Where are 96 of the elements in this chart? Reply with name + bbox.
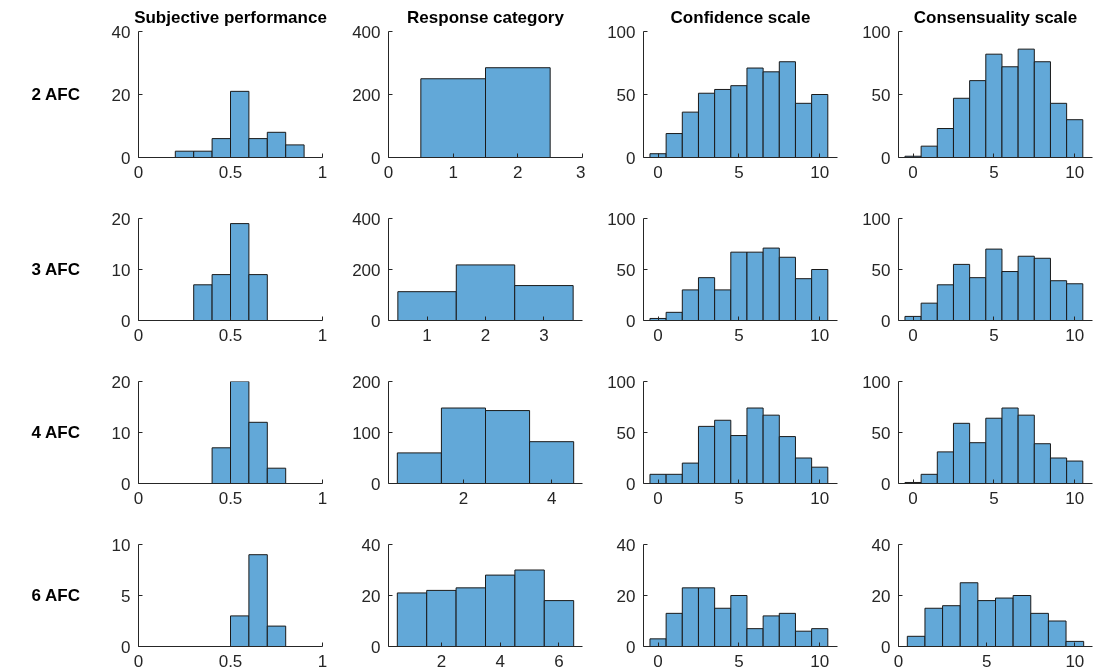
x-tick-label: 3 [576, 162, 586, 182]
x-tick-label: 0 [653, 488, 663, 508]
y-tick-label: 40 [111, 22, 131, 42]
chart-title: Consensuality scale [913, 7, 1078, 27]
x-tick-label: 5 [989, 162, 999, 182]
y-tick-label: 50 [616, 423, 636, 443]
x-tick-label: 0 [133, 651, 144, 669]
x-tick-label: 0.5 [218, 651, 243, 669]
y-tick-label: 20 [871, 586, 891, 606]
y-axis-title: 3 AFC [31, 260, 80, 279]
x-tick-label: 10 [810, 651, 830, 669]
y-tick-label: 20 [111, 372, 131, 392]
y-tick-label: 0 [881, 311, 891, 331]
x-tick-label: 5 [989, 488, 999, 508]
y-tick-label: 100 [862, 22, 891, 42]
x-tick-label: 0 [653, 325, 663, 345]
x-tick-label: 10 [810, 325, 830, 345]
y-axis-title: 2 AFC [31, 85, 80, 104]
y-tick-label: 0 [881, 474, 891, 494]
x-tick-label: 1 [317, 162, 328, 182]
x-tick-label: 1 [448, 162, 458, 182]
y-tick-label: 400 [352, 22, 381, 42]
y-tick-label: 10 [111, 260, 131, 280]
y-tick-label: 200 [352, 260, 381, 280]
y-tick-label: 400 [352, 209, 381, 229]
y-axis-title: 4 AFC [31, 423, 80, 442]
y-tick-label: 40 [361, 535, 381, 555]
y-tick-label: 0 [626, 311, 636, 331]
y-tick-label: 20 [111, 209, 131, 229]
y-tick-label: 100 [607, 209, 636, 229]
chart-title: Subjective performance [134, 7, 327, 27]
x-tick-label: 6 [554, 651, 564, 669]
x-tick-label: 2 [513, 162, 523, 182]
x-tick-label: 0 [893, 651, 904, 669]
x-tick-label: 1 [317, 651, 328, 669]
y-tick-label: 0 [121, 474, 131, 494]
x-tick-label: 0 [908, 162, 918, 182]
chart-title: Response category [407, 7, 565, 27]
y-tick-label: 50 [871, 85, 891, 105]
x-tick-label: 10 [1065, 325, 1085, 345]
x-tick-label: 2 [480, 325, 491, 345]
x-tick-label: 10 [1065, 162, 1085, 182]
y-tick-label: 40 [871, 535, 891, 555]
y-tick-label: 50 [616, 260, 636, 280]
x-tick-label: 0 [908, 488, 918, 508]
y-tick-label: 10 [111, 535, 131, 555]
x-tick-label: 5 [734, 325, 744, 345]
x-tick-label: 0.5 [218, 162, 243, 182]
y-tick-label: 0 [371, 311, 381, 331]
chart-title: Confidence scale [670, 7, 811, 27]
x-tick-label: 0.5 [218, 488, 243, 508]
y-tick-label: 100 [862, 372, 891, 392]
x-tick-label: 10 [1065, 488, 1085, 508]
x-tick-label: 5 [981, 651, 992, 669]
x-tick-label: 5 [734, 488, 744, 508]
y-tick-label: 20 [361, 586, 381, 606]
y-tick-label: 0 [121, 311, 131, 331]
x-tick-label: 10 [810, 162, 830, 182]
y-tick-label: 0 [626, 474, 636, 494]
y-tick-label: 50 [871, 260, 891, 280]
x-tick-label: 1 [317, 488, 328, 508]
y-tick-label: 0 [626, 148, 636, 168]
y-tick-label: 20 [111, 85, 131, 105]
y-tick-label: 100 [607, 372, 636, 392]
x-tick-label: 0.5 [218, 325, 243, 345]
x-tick-label: 4 [546, 488, 557, 508]
x-tick-label: 2 [458, 488, 469, 508]
x-tick-label: 10 [1065, 651, 1085, 669]
y-tick-label: 50 [871, 423, 891, 443]
x-tick-label: 0 [653, 162, 663, 182]
x-tick-label: 10 [810, 488, 830, 508]
y-tick-label: 200 [352, 85, 381, 105]
y-tick-label: 0 [881, 148, 891, 168]
y-tick-label: 40 [616, 535, 636, 555]
y-tick-label: 0 [121, 148, 131, 168]
x-tick-label: 4 [495, 651, 505, 669]
x-tick-label: 2 [436, 651, 447, 669]
y-tick-label: 0 [371, 474, 381, 494]
x-tick-label: 3 [539, 325, 549, 345]
y-tick-label: 5 [121, 586, 131, 606]
y-tick-label: 100 [607, 22, 636, 42]
y-tick-label: 50 [616, 85, 636, 105]
y-tick-label: 20 [616, 586, 636, 606]
x-tick-label: 5 [734, 162, 744, 182]
y-tick-label: 10 [111, 423, 131, 443]
x-tick-label: 0 [653, 651, 663, 669]
y-tick-label: 100 [352, 423, 381, 443]
y-axis-title: 6 AFC [31, 586, 80, 605]
x-tick-label: 1 [317, 325, 328, 345]
y-tick-label: 0 [371, 148, 381, 168]
x-tick-label: 5 [734, 651, 744, 669]
y-tick-label: 100 [862, 209, 891, 229]
x-tick-label: 5 [989, 325, 999, 345]
y-tick-label: 200 [352, 372, 381, 392]
x-tick-label: 0 [908, 325, 918, 345]
x-tick-label: 1 [422, 325, 432, 345]
